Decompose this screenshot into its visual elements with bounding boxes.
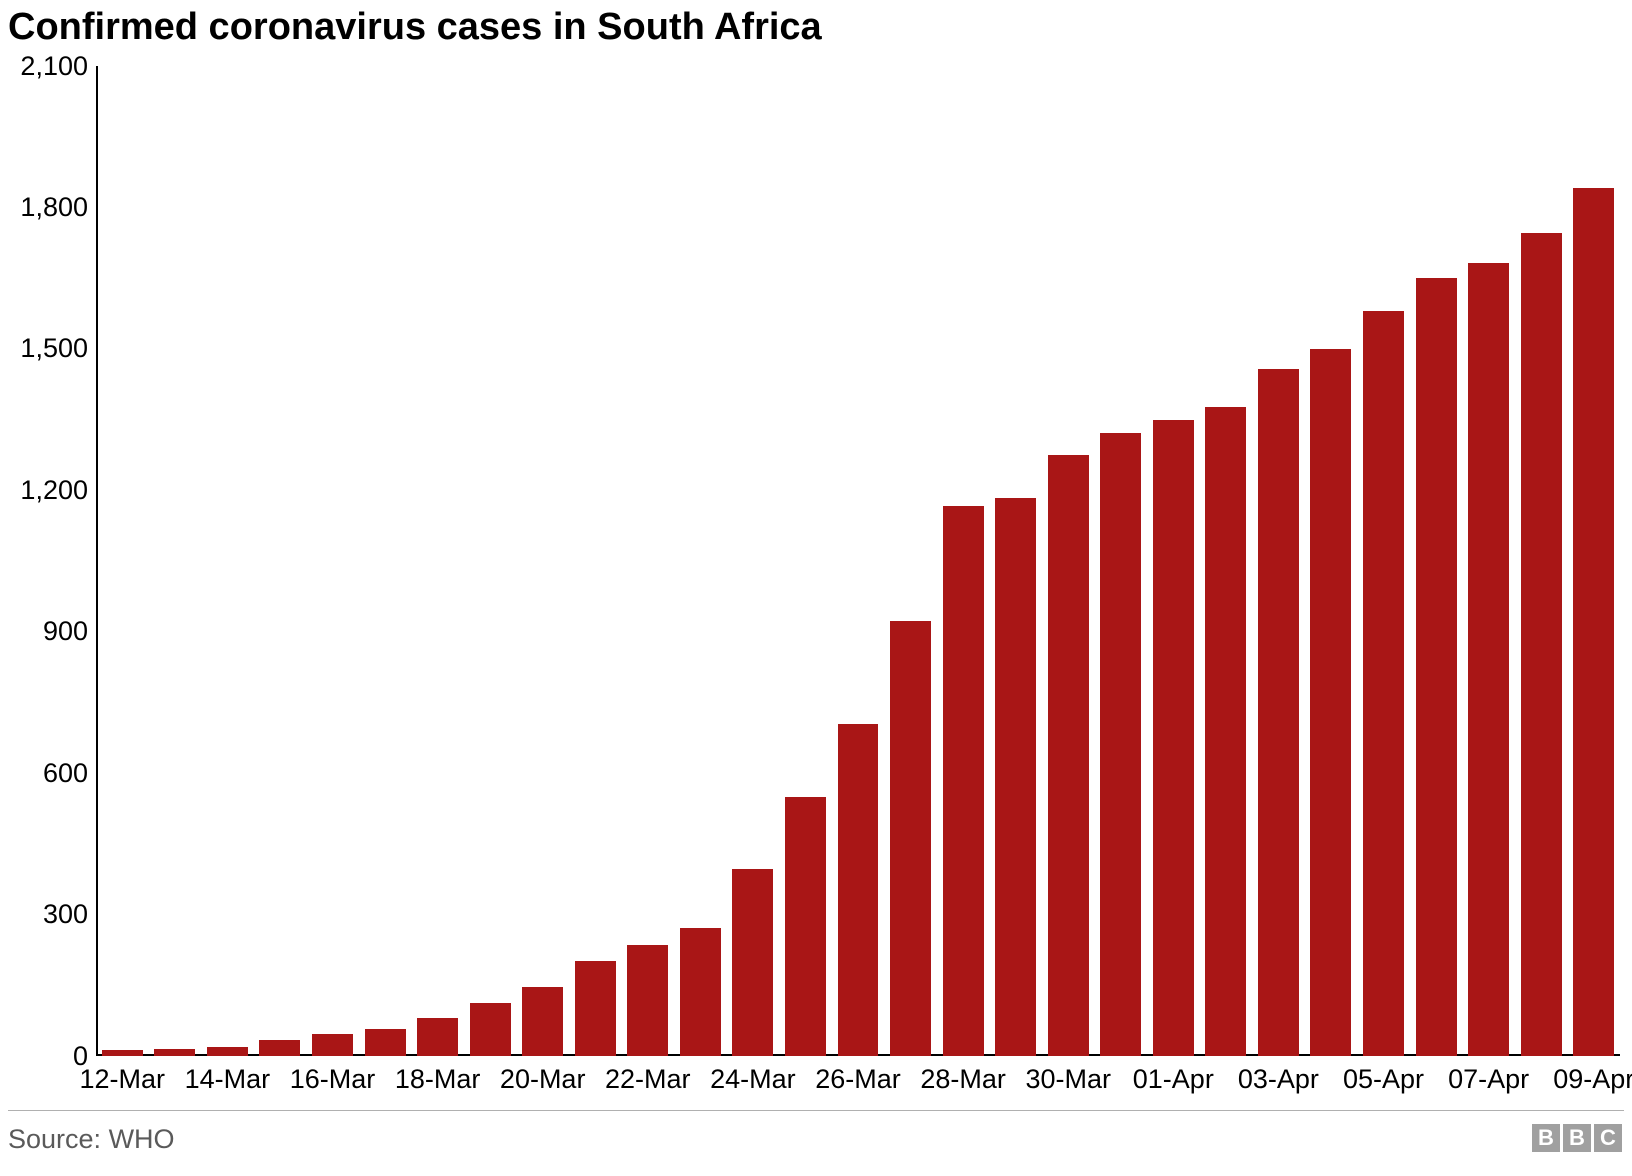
source-value: WHO bbox=[109, 1124, 175, 1154]
bar bbox=[732, 869, 773, 1057]
bar bbox=[575, 961, 616, 1056]
x-tick-label: 09-Apr bbox=[1539, 1064, 1632, 1095]
bar bbox=[785, 797, 826, 1056]
bar bbox=[102, 1050, 143, 1056]
x-tick-label: 03-Apr bbox=[1223, 1064, 1333, 1095]
x-tick-label: 24-Mar bbox=[698, 1064, 808, 1095]
source-prefix: Source: bbox=[8, 1124, 109, 1154]
x-tick-label: 07-Apr bbox=[1434, 1064, 1544, 1095]
bar bbox=[312, 1034, 353, 1056]
bar bbox=[1573, 188, 1614, 1056]
bar bbox=[1258, 369, 1299, 1056]
x-tick-label: 26-Mar bbox=[803, 1064, 913, 1095]
x-tick-label: 30-Mar bbox=[1013, 1064, 1123, 1095]
bar bbox=[838, 724, 879, 1056]
x-tick-label: 28-Mar bbox=[908, 1064, 1018, 1095]
bar bbox=[1153, 420, 1194, 1056]
x-tick-label: 05-Apr bbox=[1329, 1064, 1439, 1095]
bar bbox=[365, 1029, 406, 1056]
bar bbox=[522, 987, 563, 1056]
bar bbox=[1048, 455, 1089, 1056]
bar bbox=[890, 621, 931, 1056]
chart-title: Confirmed coronavirus cases in South Afr… bbox=[8, 6, 822, 49]
bar bbox=[1100, 433, 1141, 1056]
bar bbox=[259, 1040, 300, 1056]
x-tick-label: 14-Mar bbox=[172, 1064, 282, 1095]
bar bbox=[207, 1047, 248, 1056]
x-tick-label: 12-Mar bbox=[67, 1064, 177, 1095]
bar bbox=[1205, 407, 1246, 1056]
y-tick-label: 900 bbox=[0, 616, 88, 647]
bbc-logo-letter: B bbox=[1532, 1124, 1560, 1152]
bar bbox=[627, 945, 668, 1056]
x-tick-label: 01-Apr bbox=[1118, 1064, 1228, 1095]
x-tick-label: 16-Mar bbox=[277, 1064, 387, 1095]
x-tick-label: 18-Mar bbox=[383, 1064, 493, 1095]
bar bbox=[1521, 233, 1562, 1056]
y-tick-label: 600 bbox=[0, 758, 88, 789]
y-axis-line bbox=[96, 66, 98, 1056]
plot-area bbox=[96, 66, 1620, 1056]
bar bbox=[943, 506, 984, 1056]
x-tick-label: 22-Mar bbox=[593, 1064, 703, 1095]
bar bbox=[1363, 311, 1404, 1056]
bbc-logo-letter: B bbox=[1563, 1124, 1591, 1152]
y-tick-label: 2,100 bbox=[0, 51, 88, 82]
bbc-logo: BBC bbox=[1532, 1124, 1622, 1152]
bar bbox=[1468, 263, 1509, 1056]
y-tick-label: 1,500 bbox=[0, 333, 88, 364]
bar bbox=[1310, 349, 1351, 1057]
footer-divider bbox=[8, 1110, 1624, 1111]
bar bbox=[417, 1018, 458, 1056]
chart-container: Confirmed coronavirus cases in South Afr… bbox=[0, 0, 1632, 1176]
bar bbox=[995, 498, 1036, 1056]
y-tick-label: 1,200 bbox=[0, 475, 88, 506]
bbc-logo-letter: C bbox=[1594, 1124, 1622, 1152]
bar bbox=[1416, 278, 1457, 1056]
bar bbox=[470, 1003, 511, 1056]
source-text: Source: WHO bbox=[8, 1124, 175, 1155]
x-tick-label: 20-Mar bbox=[488, 1064, 598, 1095]
y-tick-label: 1,800 bbox=[0, 192, 88, 223]
bar bbox=[680, 928, 721, 1056]
y-tick-label: 300 bbox=[0, 899, 88, 930]
bar bbox=[154, 1049, 195, 1056]
